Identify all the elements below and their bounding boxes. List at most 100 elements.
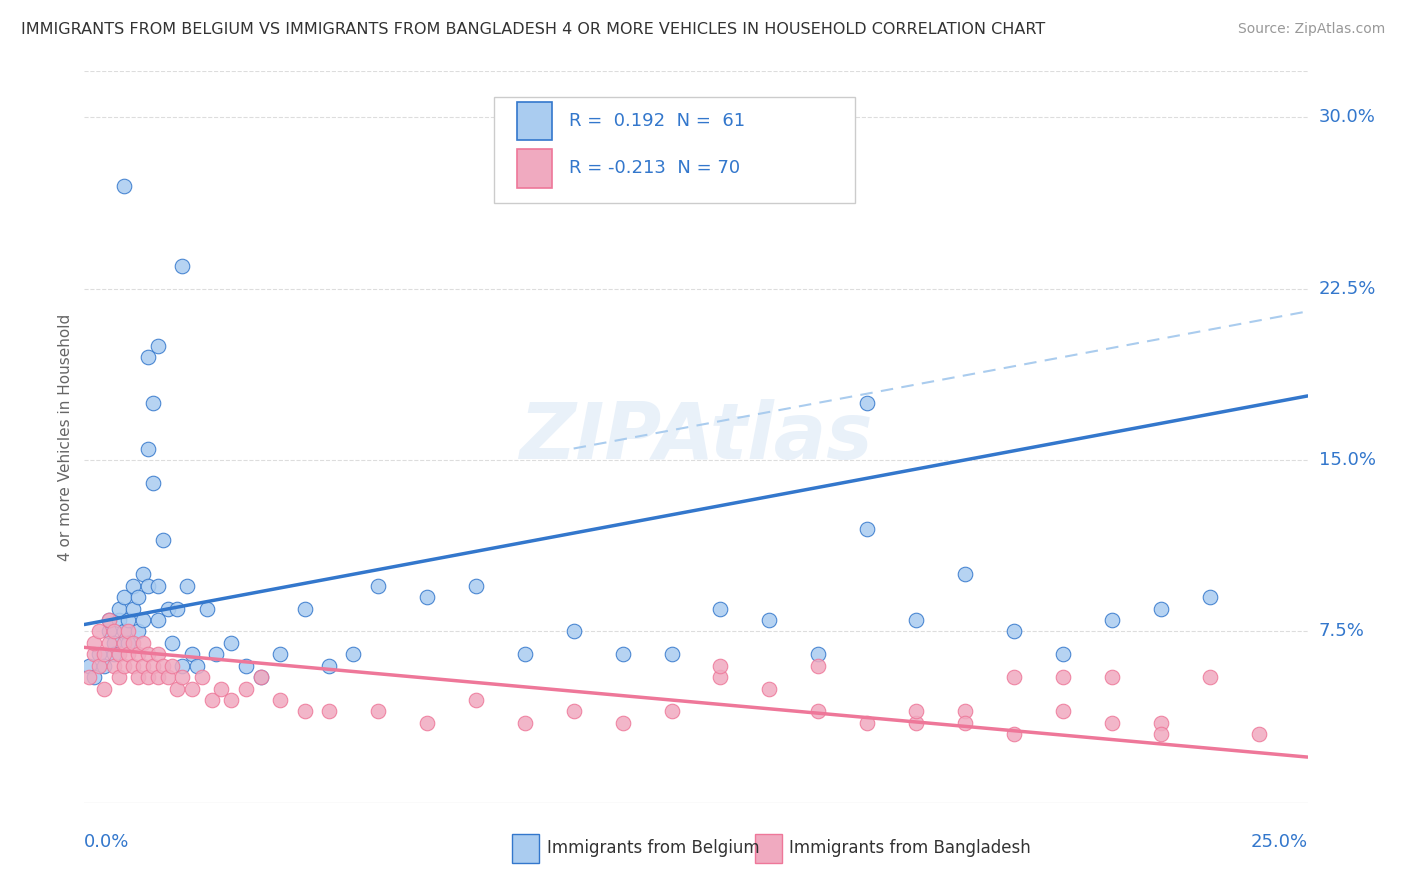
Point [709,601,731,615]
Point [127,624,149,639]
Point [87,624,110,639]
Point [219,636,242,650]
Text: ZIPAtlas: ZIPAtlas [519,399,873,475]
Point [905,715,928,730]
Point [367,579,389,593]
Point [416,715,439,730]
Point [195,601,218,615]
Point [1198,590,1220,604]
Point [122,601,145,615]
Point [152,658,174,673]
Point [953,567,976,582]
Point [132,636,155,650]
Point [1101,613,1123,627]
Point [97,624,120,639]
FancyBboxPatch shape [755,833,782,863]
Point [1150,727,1173,741]
Point [181,647,204,661]
Point [186,658,208,673]
Point [103,647,125,661]
Point [107,613,129,627]
Point [235,658,257,673]
Point [181,681,204,696]
Point [162,658,184,673]
Point [122,579,145,593]
Point [117,613,139,627]
Text: IMMIGRANTS FROM BELGIUM VS IMMIGRANTS FROM BANGLADESH 4 OR MORE VEHICLES IN HOUS: IMMIGRANTS FROM BELGIUM VS IMMIGRANTS FR… [21,22,1045,37]
Point [112,658,135,673]
Point [136,442,159,456]
FancyBboxPatch shape [494,97,855,203]
Point [953,715,976,730]
Point [191,670,214,684]
Point [103,624,125,639]
Point [93,647,115,661]
Point [122,636,145,650]
Point [132,613,155,627]
Point [136,670,159,684]
Point [513,647,536,661]
Text: 22.5%: 22.5% [1319,279,1376,298]
Point [905,613,928,627]
Point [1002,670,1025,684]
Point [103,658,125,673]
Point [176,579,198,593]
Point [209,681,232,696]
Point [318,705,340,719]
Point [152,533,174,547]
Point [93,658,115,673]
Point [1150,715,1173,730]
Point [294,601,316,615]
Point [1101,715,1123,730]
Point [1052,647,1074,661]
Point [1150,601,1173,615]
Point [1101,670,1123,684]
Point [562,624,585,639]
Point [127,647,149,661]
Point [87,658,110,673]
Point [97,636,120,650]
Point [172,259,194,273]
Point [1052,705,1074,719]
Point [127,590,149,604]
Point [146,579,169,593]
Point [1052,670,1074,684]
Point [142,396,165,410]
Y-axis label: 4 or more Vehicles in Household: 4 or more Vehicles in Household [58,313,73,561]
Point [83,670,105,684]
Point [612,647,634,661]
Point [205,647,228,661]
Point [1198,670,1220,684]
Point [162,636,184,650]
Point [562,705,585,719]
Point [807,705,830,719]
Point [142,658,165,673]
Text: Immigrants from Belgium: Immigrants from Belgium [547,839,759,857]
Point [136,350,159,364]
Point [856,396,879,410]
Point [269,647,291,661]
Point [87,647,110,661]
Point [709,670,731,684]
Text: 15.0%: 15.0% [1319,451,1375,469]
FancyBboxPatch shape [517,102,551,140]
Point [156,670,179,684]
Text: 25.0%: 25.0% [1250,833,1308,851]
Point [97,613,120,627]
Point [294,705,316,719]
Point [1002,624,1025,639]
Point [235,681,257,696]
Point [464,693,486,707]
Point [318,658,340,673]
Point [142,475,165,490]
FancyBboxPatch shape [513,833,540,863]
Point [112,624,135,639]
Point [117,647,139,661]
Point [269,693,291,707]
Point [122,658,145,673]
Text: Immigrants from Bangladesh: Immigrants from Bangladesh [789,839,1031,857]
Point [156,601,179,615]
Point [661,705,683,719]
Point [97,613,120,627]
Point [107,647,129,661]
